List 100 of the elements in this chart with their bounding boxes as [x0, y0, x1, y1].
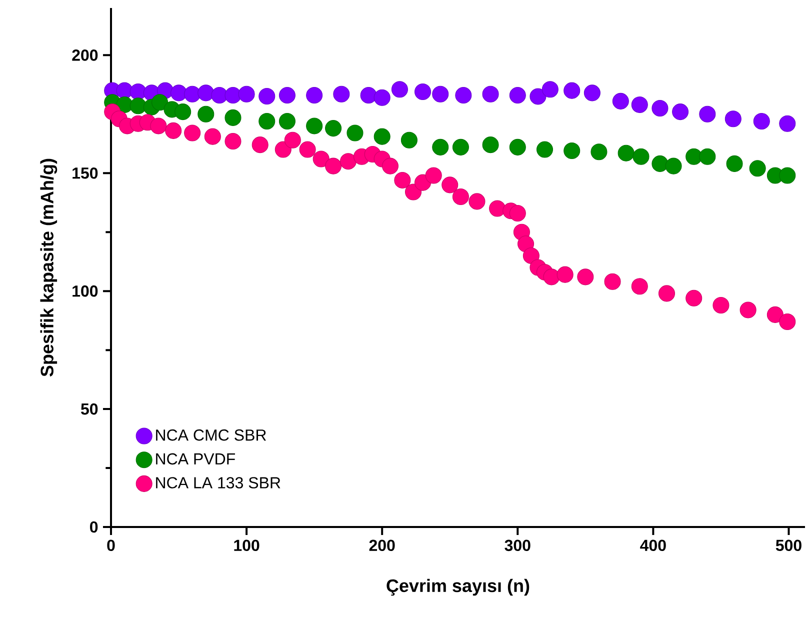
point — [306, 87, 323, 104]
point — [340, 153, 356, 170]
point — [394, 172, 411, 188]
point — [699, 148, 716, 165]
point — [753, 112, 770, 130]
x-tick-label: 500 — [776, 540, 802, 552]
point — [604, 273, 621, 290]
point — [699, 106, 716, 122]
point — [238, 86, 255, 102]
point — [278, 87, 296, 104]
point — [577, 268, 594, 286]
point — [252, 136, 268, 154]
point — [779, 115, 796, 132]
point — [152, 94, 168, 111]
x-tick-label: 400 — [640, 540, 666, 552]
point — [204, 128, 221, 145]
point — [184, 86, 201, 102]
x-axis-title: Çevrim sayısı (n) — [386, 578, 530, 596]
y-tick-label: 0 — [90, 521, 98, 533]
point — [631, 278, 648, 295]
point — [284, 132, 301, 148]
point — [333, 86, 350, 102]
point — [726, 155, 743, 172]
point — [442, 176, 458, 194]
point — [652, 155, 668, 172]
point — [740, 302, 756, 318]
point — [325, 120, 342, 137]
point — [391, 81, 408, 98]
point — [584, 84, 600, 102]
point — [712, 296, 730, 314]
point — [346, 124, 364, 142]
x-tick-label: 100 — [234, 540, 260, 552]
point — [184, 124, 201, 142]
point — [360, 87, 377, 104]
y-tick-label: 150 — [72, 167, 98, 179]
point — [509, 138, 526, 156]
point — [432, 86, 449, 102]
point — [174, 104, 192, 120]
point — [482, 86, 499, 102]
point — [482, 136, 499, 154]
point — [224, 87, 242, 104]
point — [509, 87, 526, 104]
y-tick-label: 50 — [80, 403, 98, 415]
point — [170, 84, 188, 102]
point — [632, 148, 650, 165]
x-tick-label: 300 — [504, 540, 530, 552]
legend-label: NCA LA 133 SBR — [156, 477, 280, 488]
point — [312, 150, 330, 168]
point — [590, 144, 608, 160]
point — [766, 306, 784, 323]
point — [299, 141, 316, 158]
point — [198, 106, 214, 122]
point — [258, 112, 276, 130]
point — [542, 81, 558, 98]
point — [400, 132, 418, 148]
point — [382, 158, 398, 174]
point — [224, 109, 242, 126]
point — [665, 158, 682, 174]
point — [224, 133, 242, 150]
point — [536, 141, 554, 158]
point — [455, 87, 472, 104]
point — [779, 313, 796, 330]
point — [258, 88, 276, 104]
point — [543, 268, 560, 286]
point — [631, 96, 648, 113]
point — [779, 167, 796, 184]
point — [652, 100, 668, 117]
point — [564, 82, 580, 99]
point — [374, 89, 390, 106]
point — [564, 142, 580, 159]
point — [556, 266, 574, 283]
y-axis-title: Spesifik kapasite (mAh/g) — [40, 158, 58, 377]
y-tick-label: 200 — [72, 50, 98, 61]
point — [325, 158, 342, 174]
point — [165, 122, 182, 139]
y-tick-label: 100 — [72, 285, 98, 297]
legend-label: NCA CMC SBR — [156, 429, 266, 441]
legend-label: NCA PVDF — [156, 453, 235, 465]
point — [522, 247, 540, 264]
point — [686, 148, 702, 165]
point — [749, 160, 766, 177]
point — [414, 83, 432, 100]
point — [468, 193, 486, 210]
point — [452, 188, 469, 205]
point — [274, 141, 292, 158]
point — [278, 112, 296, 130]
point — [489, 200, 506, 217]
point — [658, 285, 676, 302]
point — [618, 144, 634, 162]
point — [509, 204, 526, 222]
point — [150, 118, 167, 134]
point — [198, 84, 214, 102]
point — [452, 138, 469, 156]
point — [612, 92, 629, 110]
point — [211, 87, 228, 104]
point — [130, 98, 146, 114]
point — [374, 128, 390, 145]
point — [432, 138, 449, 156]
point — [672, 104, 689, 120]
x-tick-label: 200 — [369, 540, 395, 552]
